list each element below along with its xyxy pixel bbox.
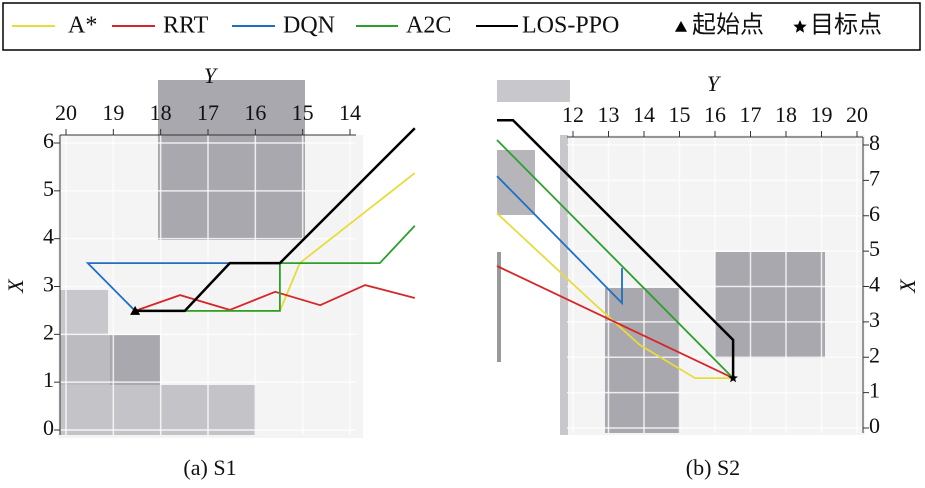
y-tick-label: 1 [869, 378, 880, 403]
y-tick-label: 2 [43, 319, 54, 344]
y-axis-label: X [895, 278, 920, 294]
legend-goal-icon [793, 20, 807, 33]
legend-label: 起始点 [692, 12, 764, 39]
obstacle [60, 385, 256, 435]
x-tick-label: 20 [846, 102, 868, 127]
y-tick-label: 4 [869, 272, 880, 297]
legend-label: 目标点 [810, 12, 882, 39]
y-tick-label: 0 [43, 415, 54, 440]
trajectory [135, 127, 416, 313]
obstacle [158, 80, 305, 240]
y-tick-label: 6 [43, 128, 54, 153]
y-axis-label: X [3, 278, 28, 294]
legend-label: DQN [283, 13, 335, 39]
start-point [130, 305, 141, 315]
obstacles [60, 80, 825, 435]
trajectory [134, 284, 416, 312]
x-tick-label: 20 [55, 100, 77, 125]
x-axis-label: Y [204, 63, 219, 88]
legend-label: LOS-PPO [522, 13, 619, 39]
chart-title: (a) S1 [183, 455, 236, 480]
obstacle [497, 252, 501, 362]
x-tick-label: 14 [339, 100, 361, 125]
obstacle [60, 290, 108, 335]
trajectory [85, 262, 280, 312]
trajectory [497, 118, 735, 379]
obstacle [60, 335, 110, 385]
trajectory [496, 212, 734, 380]
x-tick-label: 19 [811, 102, 833, 127]
trajectory [496, 139, 734, 379]
legend-label: RRT [163, 13, 209, 39]
goal-point [728, 373, 738, 383]
y-tick-label: 1 [43, 367, 54, 392]
x-tick-label: 14 [633, 102, 655, 127]
y-tick-label: 0 [869, 413, 880, 438]
x-tick-label: 19 [102, 100, 124, 125]
x-tick-label: 12 [562, 102, 584, 127]
x-tick-label: 18 [150, 100, 172, 125]
x-tick-label: 16 [704, 102, 726, 127]
legend-label: A* [68, 13, 97, 39]
trajectory [496, 175, 623, 306]
obstacle [560, 135, 568, 435]
y-tick-label: 5 [869, 236, 880, 261]
y-tick-label: 8 [869, 130, 880, 155]
y-tick-label: 3 [869, 307, 880, 332]
y-tick-label: 6 [869, 201, 880, 226]
legend-start-icon [675, 21, 687, 32]
y-tick-label: 3 [43, 272, 54, 297]
legend-box [2, 2, 921, 51]
x-axis-label: Y [707, 71, 722, 96]
obstacle [110, 335, 160, 385]
x-tick-label: 17 [740, 102, 762, 127]
x-tick-label: 17 [197, 100, 219, 125]
y-tick-label: 7 [869, 165, 880, 190]
trajectory [496, 265, 734, 379]
obstacle [497, 80, 570, 102]
x-tick-label: 13 [598, 102, 620, 127]
chart-title: (b) S2 [686, 455, 740, 480]
y-tick-label: 4 [43, 224, 54, 249]
x-tick-label: 15 [669, 102, 691, 127]
y-tick-label: 5 [43, 176, 54, 201]
x-tick-label: 16 [244, 100, 266, 125]
x-tick-label: 15 [292, 100, 314, 125]
obstacle [605, 288, 680, 433]
x-tick-label: 18 [775, 102, 797, 127]
obstacle [715, 252, 825, 358]
y-tick-label: 2 [869, 342, 880, 367]
legend-label: A2C [406, 13, 451, 39]
